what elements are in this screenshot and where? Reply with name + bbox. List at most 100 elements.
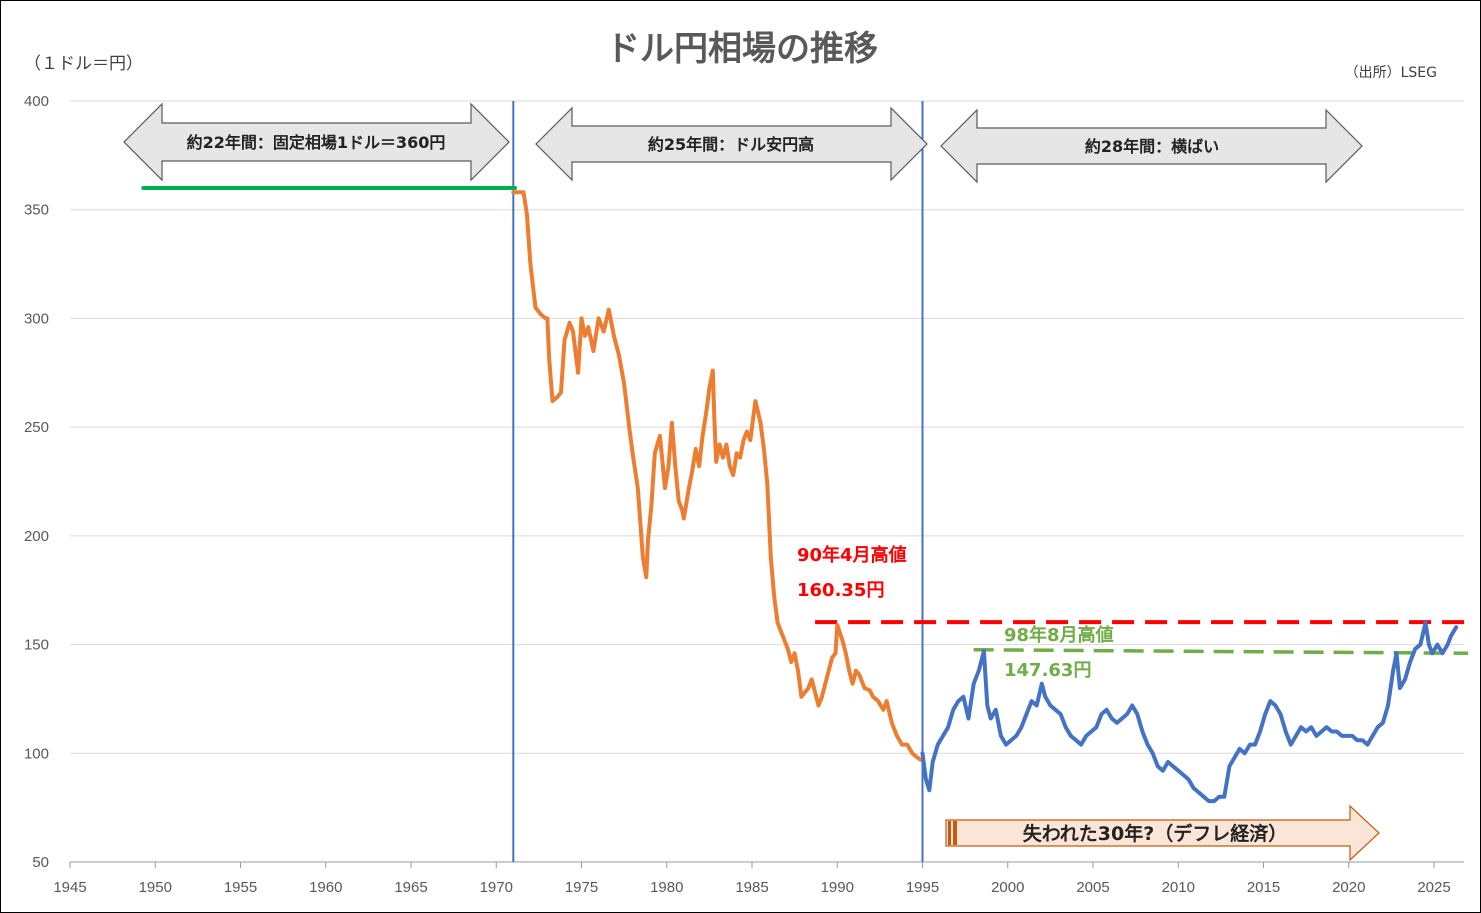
- data-point-float_orange: [814, 691, 816, 693]
- annotation-1998-high-value: 147.63円: [1004, 660, 1091, 681]
- period-arrow-fixed: 約22年間：固定相場1ドル＝360円: [123, 102, 510, 182]
- data-point-float_orange: [732, 474, 734, 476]
- data-point-float_orange: [906, 744, 908, 746]
- x-tick-label: 2020: [1332, 879, 1365, 896]
- source-label: （出所）LSEG: [1345, 65, 1437, 81]
- data-point-float_orange: [650, 504, 652, 506]
- y-tick-label: 150: [24, 637, 49, 654]
- data-point-float_blue: [978, 670, 980, 672]
- x-axis-ticks: 1945 1950 1955 1960 1965 1970 1975 1980 1985 1990…: [53, 862, 1451, 896]
- x-tick-label: 1970: [480, 879, 513, 896]
- data-point-float_blue: [1239, 748, 1241, 750]
- data-point-float_orange: [683, 518, 685, 519]
- data-point-float_orange: [603, 331, 605, 332]
- data-point-float_blue: [1425, 622, 1426, 624]
- data-point-float_orange: [523, 191, 524, 193]
- data-point-float_orange: [848, 670, 850, 672]
- data-point-float_orange: [572, 331, 574, 332]
- data-point-float_blue: [1188, 778, 1189, 780]
- data-point-float_orange: [698, 465, 700, 467]
- data-point-float_orange: [811, 678, 813, 680]
- data-point-float_orange: [545, 317, 547, 319]
- data-point-float_blue: [1305, 731, 1307, 732]
- data-point-float_blue: [1213, 800, 1215, 802]
- data-point-float_orange: [557, 396, 559, 398]
- data-point-float_blue: [1290, 744, 1292, 746]
- data-point-float_orange: [691, 470, 693, 472]
- y-tick-label: 100: [24, 745, 49, 762]
- x-tick-label: 1990: [821, 879, 854, 896]
- data-point-float_blue: [925, 778, 927, 780]
- data-point-float_blue: [1228, 765, 1230, 767]
- data-point-float_orange: [763, 448, 765, 450]
- data-point-float_blue: [1049, 705, 1051, 706]
- data-point-float_blue: [1106, 709, 1108, 711]
- data-point-float_blue: [1126, 713, 1128, 715]
- data-point-float_orange: [560, 391, 562, 393]
- data-point-float_orange: [526, 213, 528, 215]
- data-point-float_orange: [535, 307, 536, 309]
- data-point-float_orange: [766, 483, 768, 485]
- data-point-float_orange: [529, 263, 531, 265]
- data-point-float_orange: [736, 452, 738, 454]
- data-point-float_orange: [608, 309, 610, 311]
- data-point-float_blue: [962, 696, 964, 698]
- data-point-float_orange: [729, 465, 731, 467]
- x-tick-label: 1945: [53, 879, 86, 896]
- data-point-float_blue: [1041, 683, 1043, 685]
- data-point-float_blue: [1095, 726, 1097, 728]
- data-point-float_blue: [1356, 739, 1358, 741]
- data-point-float_blue: [1121, 718, 1123, 719]
- data-point-float_orange: [770, 557, 772, 559]
- data-point-float_blue: [1377, 726, 1379, 728]
- data-point-float_orange: [790, 661, 792, 663]
- data-point-float_orange: [546, 317, 548, 319]
- data-point-float_blue: [1136, 713, 1138, 715]
- data-point-float_orange: [584, 335, 586, 337]
- data-point-float_orange: [613, 335, 615, 337]
- data-point-float_blue: [968, 718, 969, 719]
- data-point-float_blue: [1015, 735, 1017, 737]
- data-point-float_orange: [807, 687, 809, 689]
- y-tick-label: 250: [24, 419, 49, 436]
- data-point-float_blue: [1193, 787, 1195, 789]
- x-tick-label: 2015: [1247, 879, 1280, 896]
- era-dividers: [512, 101, 924, 862]
- data-point-float_blue: [1361, 739, 1363, 741]
- data-point-float_orange: [702, 435, 704, 437]
- data-point-float_orange: [886, 700, 888, 702]
- data-point-float_blue: [1414, 648, 1416, 650]
- data-point-float_blue: [1419, 644, 1421, 646]
- data-point-float_orange: [797, 670, 799, 672]
- data-point-float_blue: [1285, 731, 1287, 732]
- data-point-float_blue: [1055, 709, 1056, 711]
- x-tick-label: 2010: [1162, 879, 1195, 896]
- data-point-float_blue: [1404, 678, 1406, 680]
- data-point-float_blue: [1254, 744, 1256, 746]
- data-point-float_blue: [1396, 652, 1397, 654]
- data-point-float_orange: [882, 709, 884, 711]
- data-point-float_blue: [1372, 735, 1374, 737]
- data-point-float_orange: [836, 624, 838, 626]
- data-point-float_blue: [1026, 713, 1027, 715]
- x-tick-label: 2025: [1417, 879, 1450, 896]
- data-point-float_blue: [1274, 705, 1276, 706]
- data-point-float_blue: [1157, 765, 1159, 767]
- data-point-float_blue: [1111, 718, 1113, 719]
- y-tick-label: 300: [24, 310, 49, 327]
- data-point-float_blue: [1351, 735, 1353, 737]
- data-point-float_orange: [824, 683, 826, 685]
- data-point-float_blue: [1387, 705, 1389, 706]
- data-point-float_blue: [1392, 670, 1394, 672]
- data-point-float_blue: [1031, 700, 1033, 702]
- data-point-float_blue: [947, 726, 949, 728]
- data-point-float_blue: [1198, 791, 1200, 793]
- data-point-float_blue: [1182, 774, 1184, 776]
- data-point-float_orange: [818, 705, 819, 706]
- data-point-float_blue: [1259, 731, 1261, 732]
- unit-label: （１ドル＝円）: [24, 54, 143, 74]
- data-point-float_blue: [1010, 739, 1012, 741]
- data-point-float_blue: [1428, 644, 1430, 646]
- data-point-float_blue: [1249, 744, 1251, 746]
